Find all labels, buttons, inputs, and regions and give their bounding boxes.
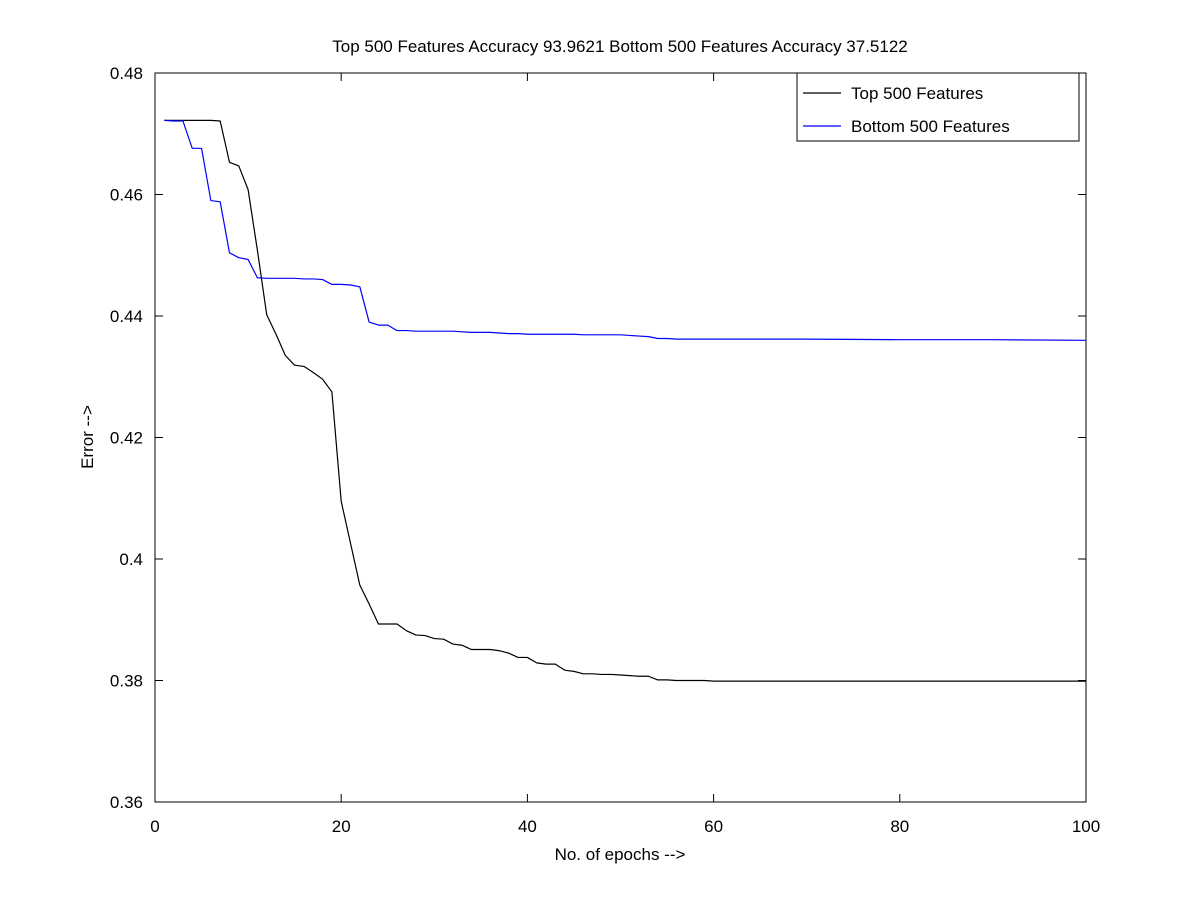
legend-label-bottom-500: Bottom 500 Features xyxy=(851,117,1010,136)
plot-area-frame xyxy=(154,72,1087,803)
y-tick-label: 0.42 xyxy=(110,429,143,448)
y-tick-label: 0.48 xyxy=(110,64,143,83)
chart-title: Top 500 Features Accuracy 93.9621 Bottom… xyxy=(332,37,908,56)
y-axis-label: Error --> xyxy=(78,405,97,469)
x-tick-label: 60 xyxy=(704,817,723,836)
axis-tick-labels: 0 20 40 60 80 100 0.36 0.38 0.4 0.42 0.44 0.46 0.48 xyxy=(110,64,1100,836)
x-tick-label: 20 xyxy=(332,817,351,836)
series-line-bottom-500-features xyxy=(164,119,1087,341)
legend-label-top-500: Top 500 Features xyxy=(851,84,983,103)
y-tick-label: 0.36 xyxy=(110,793,143,812)
x-tick-label: 0 xyxy=(150,817,159,836)
x-tick-label: 80 xyxy=(890,817,909,836)
y-tick-label: 0.46 xyxy=(110,186,143,205)
legend: Top 500 Features Bottom 500 Features xyxy=(796,72,1080,142)
series-line-top-500-features xyxy=(164,119,1086,682)
x-tick-label: 100 xyxy=(1072,817,1100,836)
series-lines xyxy=(164,119,1087,682)
x-axis-label: No. of epochs --> xyxy=(555,845,686,864)
y-tick-label: 0.4 xyxy=(119,550,143,569)
y-tick-label: 0.38 xyxy=(110,672,143,691)
y-tick-label: 0.44 xyxy=(110,307,143,326)
x-tick-label: 40 xyxy=(518,817,537,836)
legend-box xyxy=(796,72,1080,142)
